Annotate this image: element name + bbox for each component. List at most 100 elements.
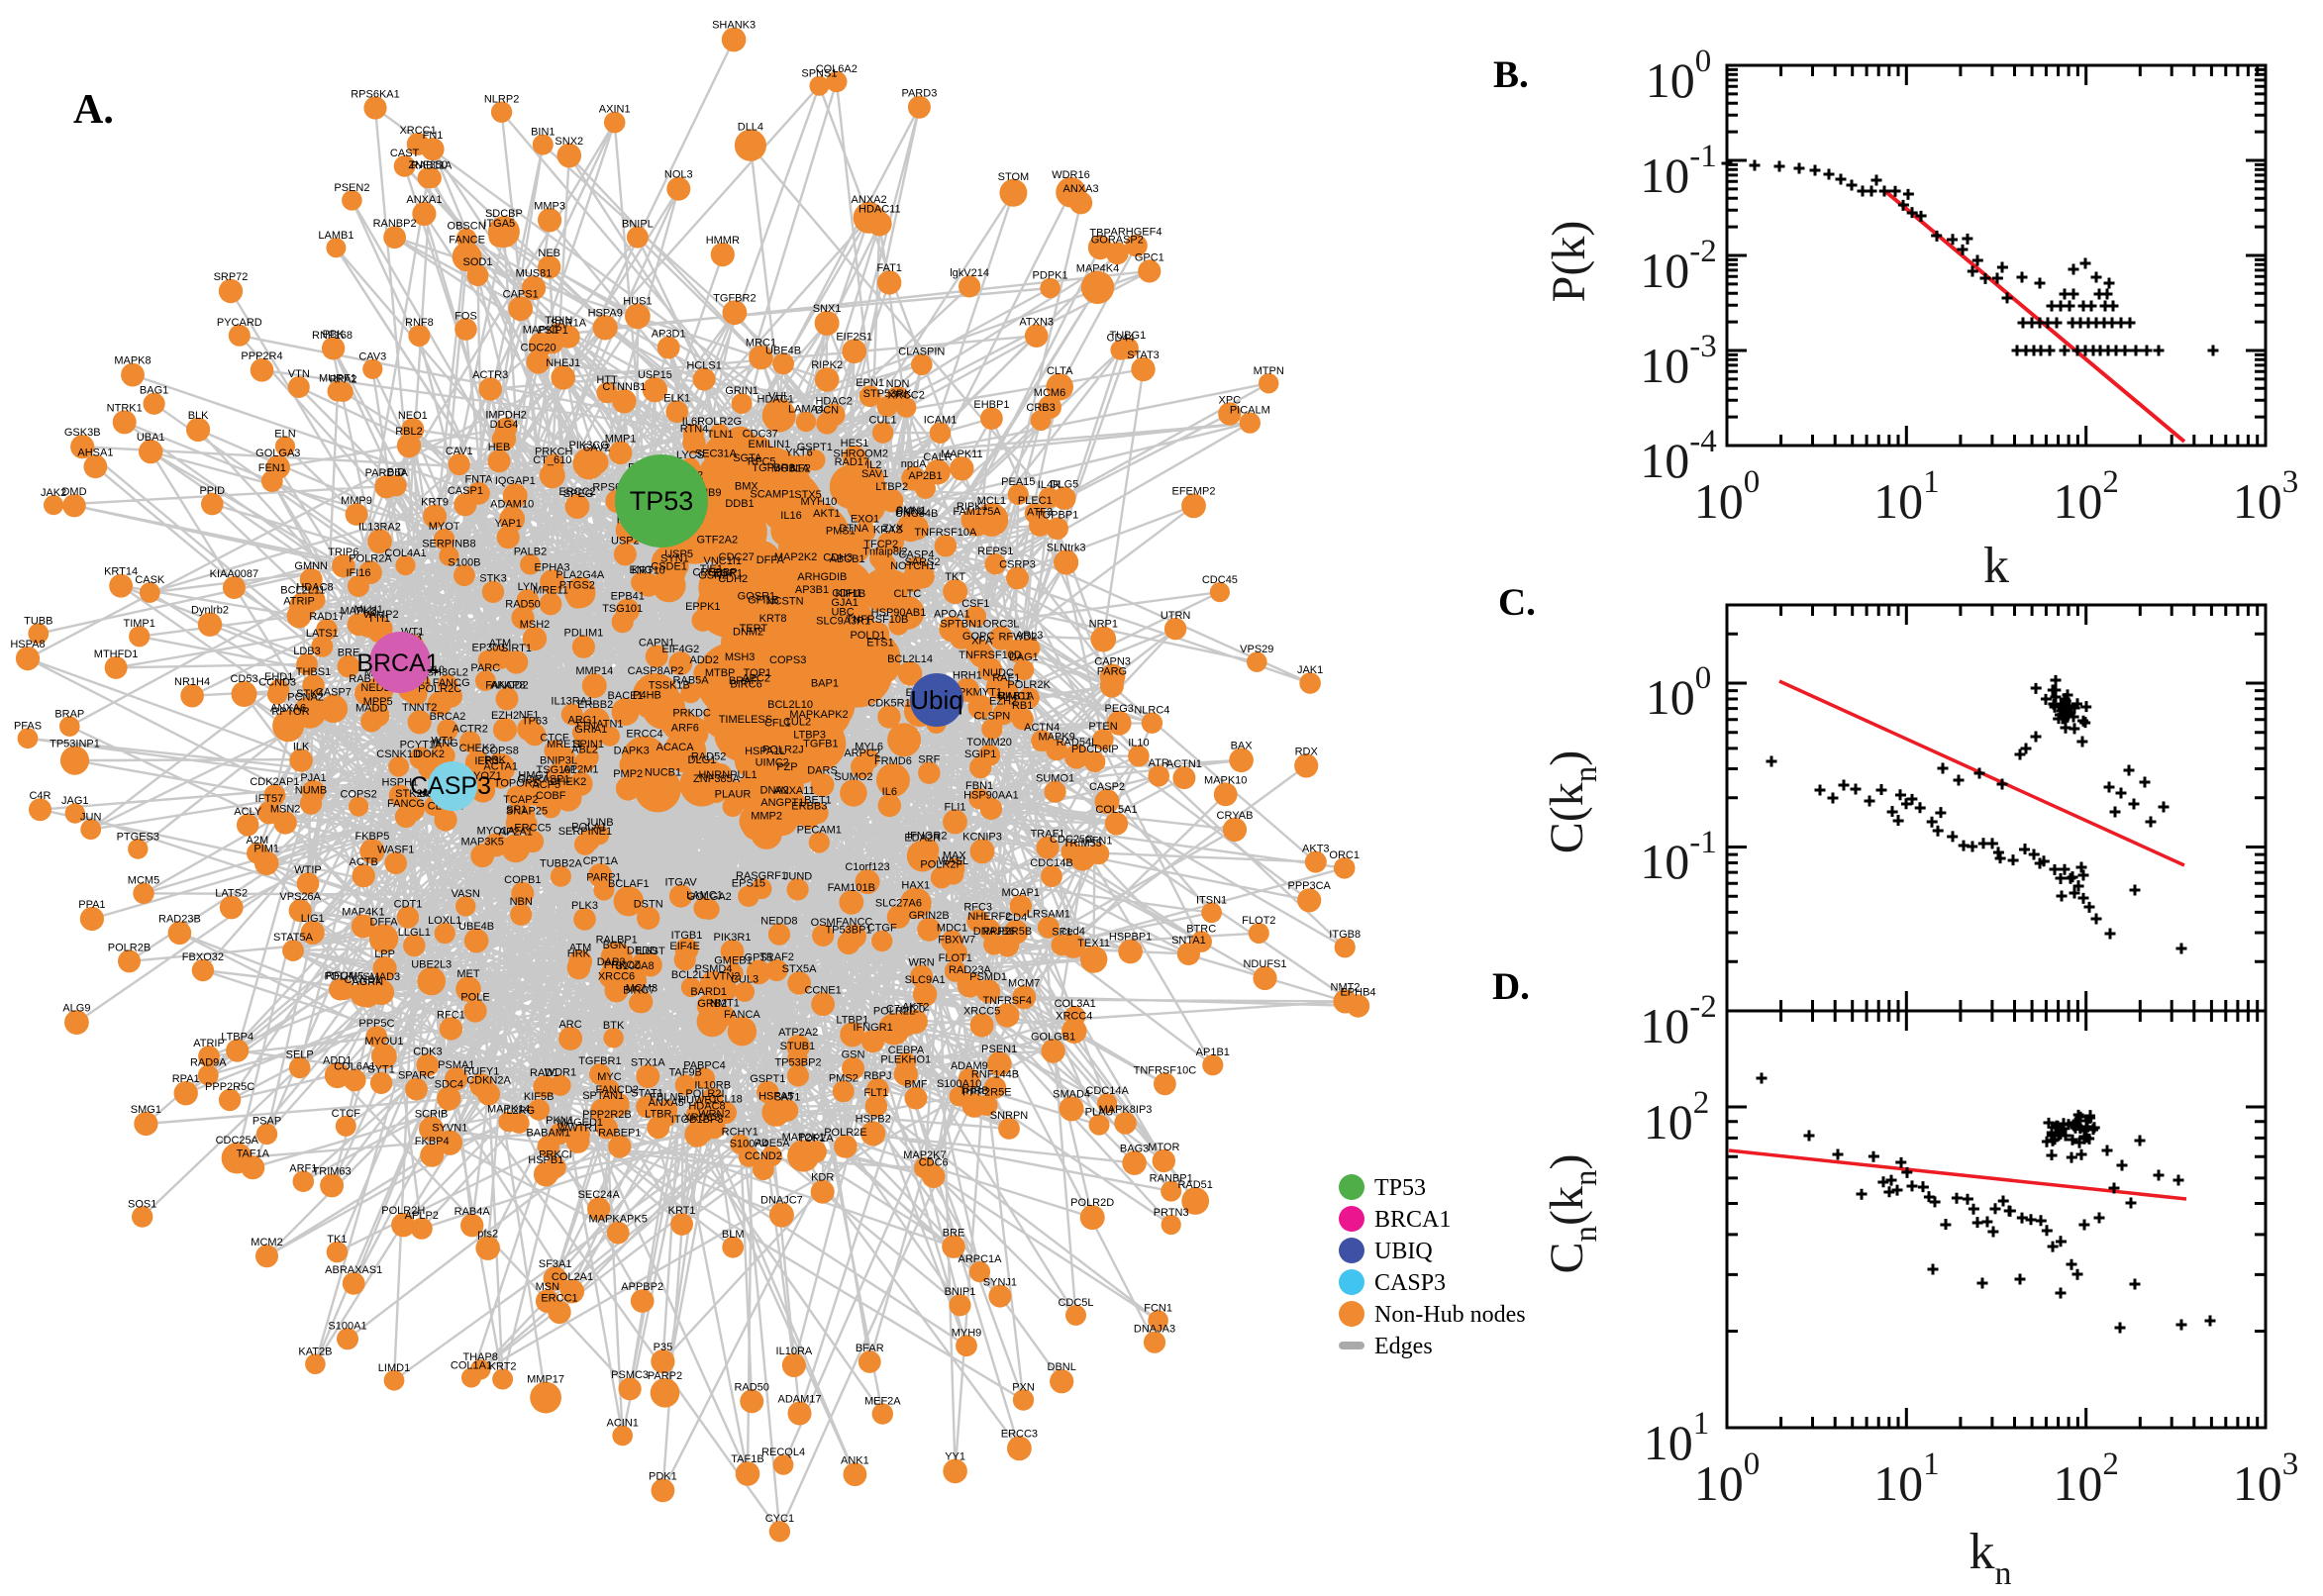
svg-text:COL4A1: COL4A1 [384, 548, 426, 559]
svg-text:STK24: STK24 [395, 788, 429, 800]
svg-text:PTEN: PTEN [1088, 721, 1117, 733]
svg-text:CCND3: CCND3 [258, 676, 296, 688]
svg-text:HSP90AB1: HSP90AB1 [871, 607, 927, 619]
svg-text:AKT1: AKT1 [813, 508, 841, 520]
svg-text:CAPN1: CAPN1 [639, 638, 675, 649]
svg-text:TP53BP1: TP53BP1 [825, 924, 871, 936]
svg-text:STP53RK: STP53RK [863, 388, 913, 400]
svg-text:PSMD1: PSMD1 [969, 971, 1007, 983]
svg-text:PMS2: PMS2 [829, 1072, 858, 1084]
svg-text:HSPA8: HSPA8 [10, 639, 45, 650]
svg-text:P4HB: P4HB [633, 690, 661, 702]
svg-text:KIF1B: KIF1B [836, 588, 866, 600]
svg-text:HSPA9: HSPA9 [588, 307, 623, 319]
svg-text:FBN1: FBN1 [965, 780, 993, 792]
svg-text:WT1: WT1 [431, 736, 454, 748]
svg-text:DAP3: DAP3 [597, 956, 626, 968]
svg-text:SRP72: SRP72 [214, 271, 249, 283]
svg-text:CD44: CD44 [1107, 332, 1135, 344]
svg-text:MSH2: MSH2 [520, 619, 551, 631]
svg-text:TOPBP1: TOPBP1 [1036, 510, 1078, 522]
svg-text:CASP3: CASP3 [410, 772, 491, 800]
svg-text:MCL1: MCL1 [977, 495, 1006, 507]
svg-text:BGN: BGN [603, 940, 627, 951]
svg-text:HTT: HTT [596, 374, 618, 386]
svg-text:Dynlrb2: Dynlrb2 [191, 605, 229, 617]
svg-text:NLRP2: NLRP2 [484, 94, 519, 106]
svg-text:P35: P35 [654, 1342, 673, 1353]
svg-text:RBL2: RBL2 [395, 426, 423, 438]
svg-text:CHEK2: CHEK2 [551, 776, 587, 788]
svg-text:SGIP1: SGIP1 [964, 748, 996, 760]
svg-text:TUBB2A: TUBB2A [540, 858, 582, 870]
svg-text:RAB4A: RAB4A [454, 1206, 491, 1218]
svg-text:PYCARD: PYCARD [217, 317, 262, 329]
svg-text:CDC25A: CDC25A [216, 1135, 259, 1147]
svg-text:RFC3: RFC3 [963, 902, 992, 914]
svg-text:MYL6: MYL6 [855, 742, 883, 753]
svg-text:MYOU1: MYOU1 [364, 1036, 403, 1047]
svg-text:ICAM1: ICAM1 [924, 415, 958, 427]
svg-text:ABRAXAS1: ABRAXAS1 [325, 1264, 382, 1276]
svg-text:APPBP2: APPBP2 [621, 1281, 663, 1293]
svg-text:PDLIM1: PDLIM1 [564, 628, 604, 640]
svg-text:PARP1: PARP1 [586, 872, 621, 884]
svg-text:CDC37: CDC37 [743, 429, 778, 441]
svg-text:FBXO32: FBXO32 [182, 951, 224, 963]
svg-text:PARD6A: PARD6A [365, 467, 409, 479]
svg-text:LAMB1: LAMB1 [318, 230, 354, 242]
svg-text:KRT1: KRT1 [668, 1205, 696, 1217]
svg-text:BAP1: BAP1 [811, 678, 839, 690]
svg-text:CDH3: CDH3 [823, 552, 853, 564]
svg-text:DLG5: DLG5 [1051, 479, 1079, 491]
svg-text:ILK: ILK [293, 741, 310, 752]
svg-text:CHEK2: CHEK2 [459, 743, 496, 754]
svg-text:GORASP1: GORASP1 [517, 773, 569, 785]
svg-text:STUB1: STUB1 [780, 1041, 815, 1052]
svg-text:XRCC1: XRCC1 [399, 125, 436, 137]
svg-text:GSN: GSN [842, 1049, 865, 1061]
svg-text:BCL2L1: BCL2L1 [671, 969, 711, 981]
svg-text:COL6A2: COL6A2 [816, 63, 858, 75]
svg-text:RAD17: RAD17 [835, 456, 869, 468]
svg-text:NUDC: NUDC [982, 667, 1014, 679]
svg-text:XRCC2: XRCC2 [888, 390, 925, 402]
svg-text:DLG4: DLG4 [490, 419, 519, 431]
svg-text:PLAU: PLAU [1085, 1107, 1114, 1119]
svg-text:PICALM: PICALM [1230, 405, 1270, 417]
svg-text:VPS26A: VPS26A [279, 891, 321, 903]
svg-text:POLR2H: POLR2H [381, 1205, 425, 1217]
svg-text:POLR2G: POLR2G [697, 416, 742, 428]
svg-text:RPA1: RPA1 [172, 1073, 200, 1085]
svg-text:SUMO1: SUMO1 [1036, 773, 1074, 785]
svg-text:UBE2L3: UBE2L3 [411, 959, 452, 971]
svg-text:ANK1: ANK1 [841, 1454, 869, 1466]
svg-text:FOS: FOS [454, 310, 477, 322]
svg-text:TP53BP2: TP53BP2 [774, 1057, 821, 1069]
svg-text:TKT: TKT [945, 571, 965, 583]
svg-text:MMP17: MMP17 [527, 1374, 564, 1386]
svg-text:CASP4: CASP4 [898, 549, 934, 560]
svg-text:FLOT2: FLOT2 [1242, 915, 1275, 927]
svg-text:PPP3CA: PPP3CA [1287, 880, 1331, 892]
svg-text:RECQL4: RECQL4 [761, 1446, 805, 1458]
svg-text:CCL18: CCL18 [709, 1094, 743, 1106]
svg-text:ORC1: ORC1 [1329, 849, 1360, 861]
svg-text:POLR2C: POLR2C [418, 683, 461, 695]
svg-text:SMN1: SMN1 [896, 505, 927, 517]
svg-text:SLC9A1: SLC9A1 [905, 974, 946, 986]
svg-text:MCM5: MCM5 [128, 875, 159, 887]
svg-text:COL5A1: COL5A1 [1095, 804, 1137, 816]
svg-text:ARF1: ARF1 [289, 1162, 317, 1174]
svg-text:MRE11: MRE11 [547, 739, 582, 750]
svg-text:JAK1: JAK1 [1297, 664, 1323, 676]
svg-text:EMILIN1: EMILIN1 [749, 439, 791, 450]
svg-text:TRIP6: TRIP6 [328, 547, 358, 558]
svg-text:HSPA1L: HSPA1L [745, 746, 785, 757]
svg-text:YAP1: YAP1 [495, 518, 522, 530]
svg-text:ITGAV: ITGAV [664, 876, 697, 888]
svg-text:CALR: CALR [923, 451, 952, 463]
svg-text:VPS29: VPS29 [1240, 644, 1273, 655]
svg-text:MET: MET [456, 968, 480, 980]
svg-text:CUL3: CUL3 [731, 974, 758, 986]
